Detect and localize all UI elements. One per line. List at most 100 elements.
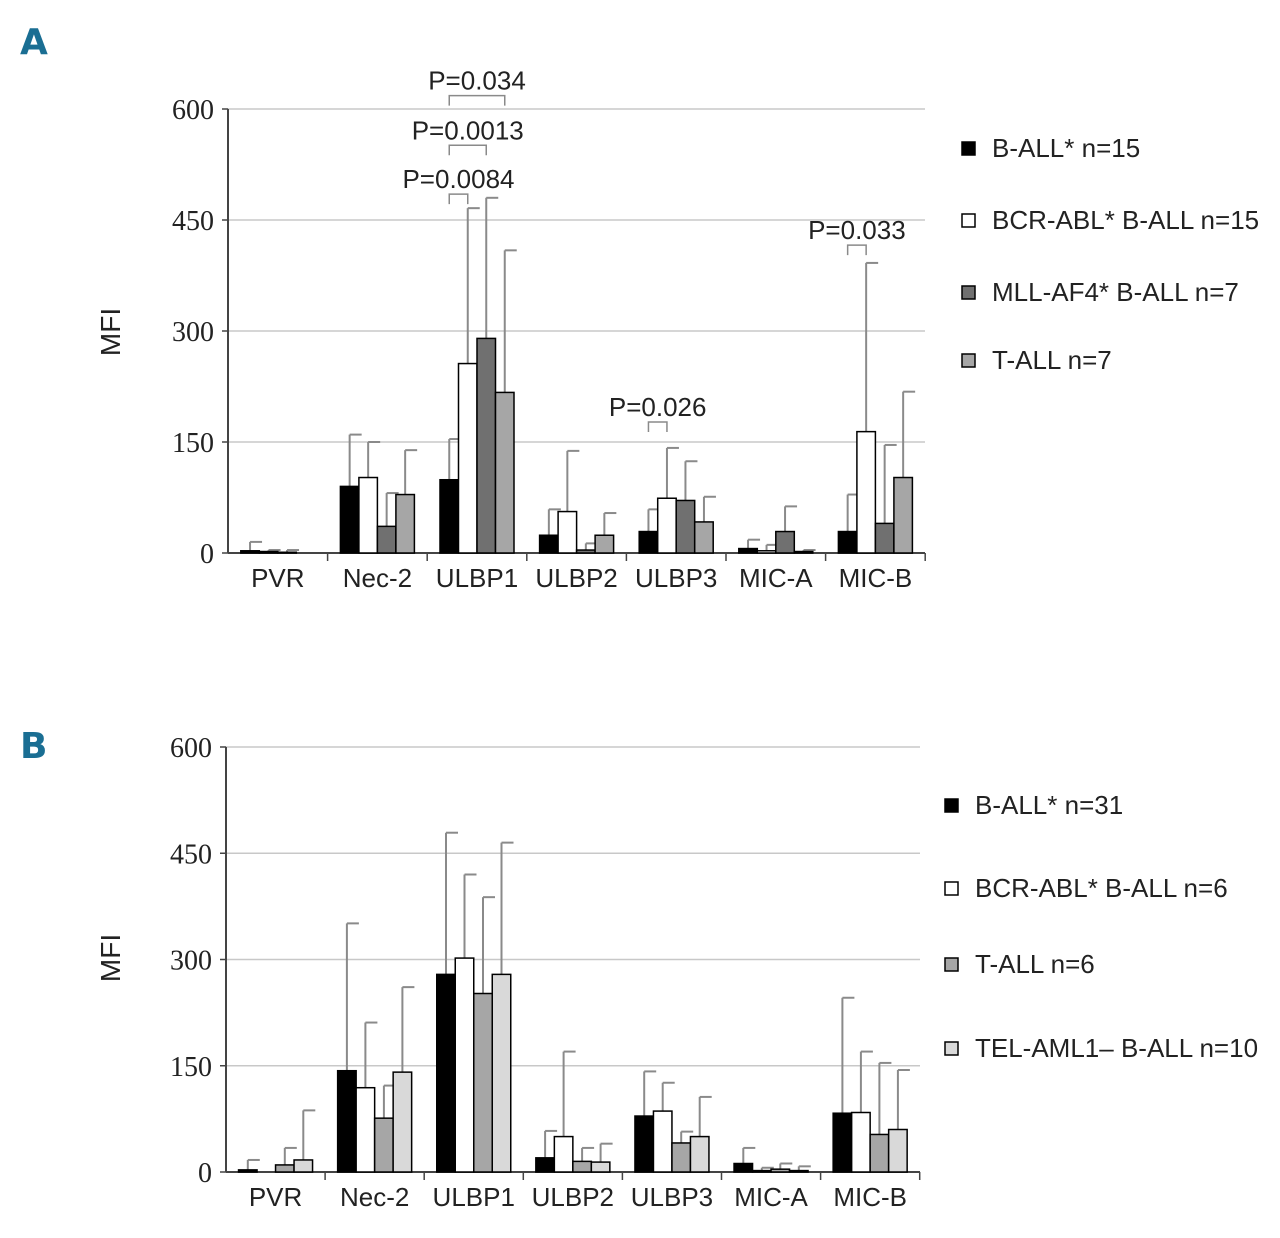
pa-bar [874,522,895,554]
pb-bar [237,1169,258,1173]
pa-y-tick-label: 0 [200,539,214,570]
pa-category-label: MIC-A [739,563,813,593]
pb-bar [869,1133,890,1173]
pa-category-label: Nec-2 [343,563,412,593]
pb-legend-swatch [944,957,959,972]
pb-legend-label: B-ALL* n=31 [975,790,1123,820]
pa-p-value-label: P=0.033 [808,215,906,245]
pb-legend-swatch [944,881,959,896]
pb-bar [788,1169,809,1173]
pa-bar [557,510,578,554]
pb-bar [491,973,512,1173]
pa-bar [538,534,559,554]
pa-bar [856,430,877,554]
pa-bar [738,547,759,554]
pa-legend-swatch [961,141,976,156]
pb-bar [436,973,456,1173]
pa-legend-label: MLL-AF4* B-ALL n=7 [992,277,1239,307]
pa-bar [675,499,696,554]
pb-y-tick-label: 150 [170,1052,212,1083]
pa-category-label: ULBP3 [635,563,717,593]
pb-legend-label: T-ALL n=6 [975,949,1095,979]
pa-category-label: MIC-B [839,563,913,593]
pa-bar [439,478,460,554]
pb-category-label: MIC-B [833,1182,907,1212]
pb-bar [355,1086,376,1173]
pa-category-label: PVR [251,563,304,593]
pa-significance-bracket [448,193,469,205]
pa-bar [494,391,515,554]
pb-y-tick-label: 450 [170,839,212,870]
pa-legend-label: B-ALL* n=15 [992,133,1140,163]
pa-bar [893,476,914,554]
pa-bar [638,530,659,554]
pa-category-label: ULBP1 [436,563,518,593]
pb-bar [590,1161,611,1173]
pb-category-label: PVR [249,1182,302,1212]
pb-bar [887,1128,908,1173]
pa-bar [457,362,478,554]
pa-legend-label: BCR-ABL* B-ALL n=15 [992,205,1259,235]
pa-significance-bracket [647,421,668,433]
pb-category-label: Nec-2 [340,1182,409,1212]
pa-bar [476,337,497,554]
pa-bar [240,550,261,554]
pb-bar [336,1069,357,1173]
pa-bar [358,476,379,554]
pa-bar [837,530,858,554]
pb-bar [373,1117,394,1173]
pb-bar [572,1160,593,1173]
pb-bar [535,1157,556,1173]
pb-y-tick-label: 0 [198,1158,212,1189]
pa-legend-swatch [961,213,976,228]
pa-p-value-label: P=0.034 [428,66,526,96]
pa-bar [656,497,677,554]
pa-bar [277,551,298,554]
pb-bar [652,1110,673,1173]
pb-bar [671,1142,692,1173]
pa-legend-label: T-ALL n=7 [992,345,1112,375]
pa-p-value-label: P=0.0013 [412,115,524,145]
pa-p-value-label: P=0.026 [609,392,707,422]
pa-p-value-label: P=0.0084 [402,164,514,194]
pa-significance-bracket [846,244,867,256]
pa-y-tick-label: 300 [172,317,214,348]
pb-bar [392,1071,413,1173]
pb-bar [751,1169,772,1173]
pa-bar [395,493,416,554]
pa-y-tick-label: 600 [172,95,214,126]
panel-label-b: B [20,726,48,767]
pa-y-tick-label: 450 [172,206,214,237]
pa-legend-swatch [961,353,976,368]
pa-bar [376,525,397,554]
pb-legend-label: BCR-ABL* B-ALL n=6 [975,873,1228,903]
pb-bar [274,1164,295,1173]
pb-bar [473,992,493,1173]
pb-category-label: ULBP1 [433,1182,515,1212]
pa-bar [793,550,814,554]
pb-bar [832,1112,853,1173]
pb-y-axis-label: MFI [95,934,126,982]
pb-bar [454,957,475,1173]
pa-y-tick-label: 150 [172,428,214,459]
pb-legend-swatch [944,1041,959,1056]
pb-category-label: MIC-A [734,1182,808,1212]
pb-bar [634,1115,655,1173]
pb-y-tick-label: 600 [170,733,212,764]
pa-significance-bracket [448,94,506,106]
pb-bar [553,1135,574,1173]
pb-legend-label: TEL-AML1– B-ALL n=10 [975,1033,1258,1063]
pa-y-axis-label: MFI [95,308,126,356]
pb-bar [293,1159,314,1173]
pa-bar [693,521,714,554]
pb-category-label: ULBP2 [532,1182,614,1212]
pa-bar [756,550,777,554]
pa-bar [339,485,360,554]
pa-bar [575,549,596,554]
pa-bar [594,534,615,554]
pa-bar [775,530,796,554]
pa-significance-bracket [448,144,487,156]
panel-label-a: A [20,22,48,63]
pb-bar [770,1168,791,1173]
